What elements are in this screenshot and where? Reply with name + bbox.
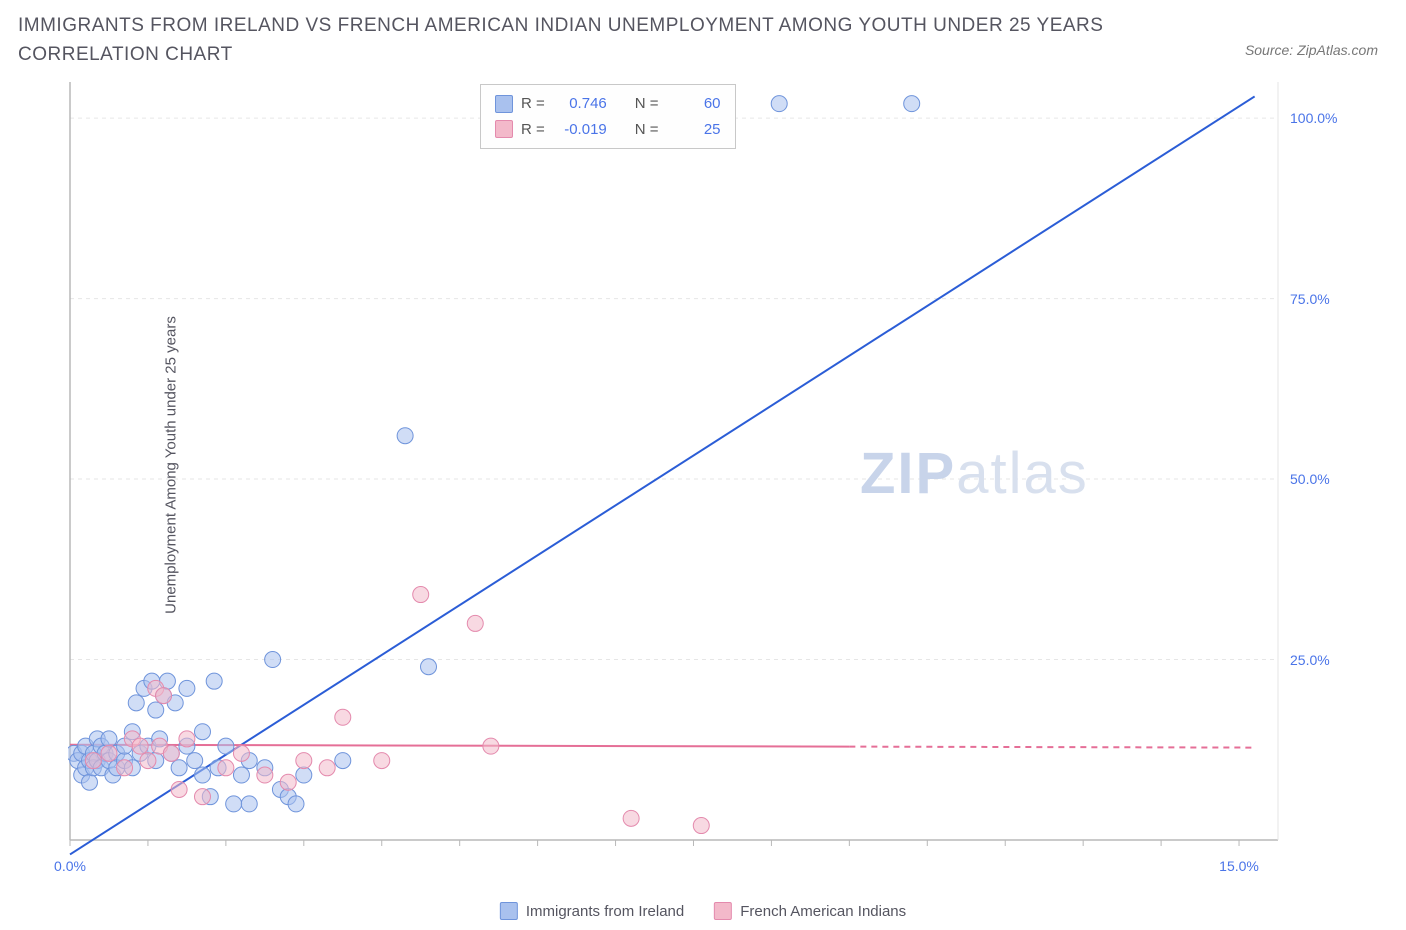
- r-label: R =: [521, 91, 545, 117]
- legend-label-1: Immigrants from Ireland: [526, 903, 684, 920]
- swatch-series-2: [495, 120, 513, 138]
- r-value-1: 0.746: [553, 91, 607, 117]
- stats-legend: R = 0.746 N = 60 R = -0.019 N = 25: [480, 84, 736, 149]
- bottom-legend: Immigrants from Ireland French American …: [500, 902, 906, 920]
- r-label: R =: [521, 117, 545, 143]
- legend-item-1: Immigrants from Ireland: [500, 902, 684, 920]
- chart-area: [68, 80, 1338, 870]
- n-value-2: 25: [667, 117, 721, 143]
- scatter-plot-svg: [68, 80, 1338, 870]
- legend-label-2: French American Indians: [740, 903, 906, 920]
- legend-swatch-1: [500, 902, 518, 920]
- stats-row-series-2: R = -0.019 N = 25: [495, 117, 721, 143]
- n-label: N =: [635, 117, 659, 143]
- legend-item-2: French American Indians: [714, 902, 906, 920]
- y-tick-label: 75.0%: [1290, 291, 1330, 307]
- swatch-series-1: [495, 95, 513, 113]
- x-tick-label: 15.0%: [1219, 858, 1259, 874]
- n-label: N =: [635, 91, 659, 117]
- stats-row-series-1: R = 0.746 N = 60: [495, 91, 721, 117]
- chart-title: IMMIGRANTS FROM IRELAND VS FRENCH AMERIC…: [18, 12, 1206, 69]
- y-tick-label: 25.0%: [1290, 652, 1330, 668]
- legend-swatch-2: [714, 902, 732, 920]
- n-value-1: 60: [667, 91, 721, 117]
- y-tick-label: 100.0%: [1290, 110, 1337, 126]
- y-tick-label: 50.0%: [1290, 471, 1330, 487]
- source-attribution: Source: ZipAtlas.com: [1245, 42, 1378, 58]
- r-value-2: -0.019: [553, 117, 607, 143]
- x-tick-label: 0.0%: [54, 858, 86, 874]
